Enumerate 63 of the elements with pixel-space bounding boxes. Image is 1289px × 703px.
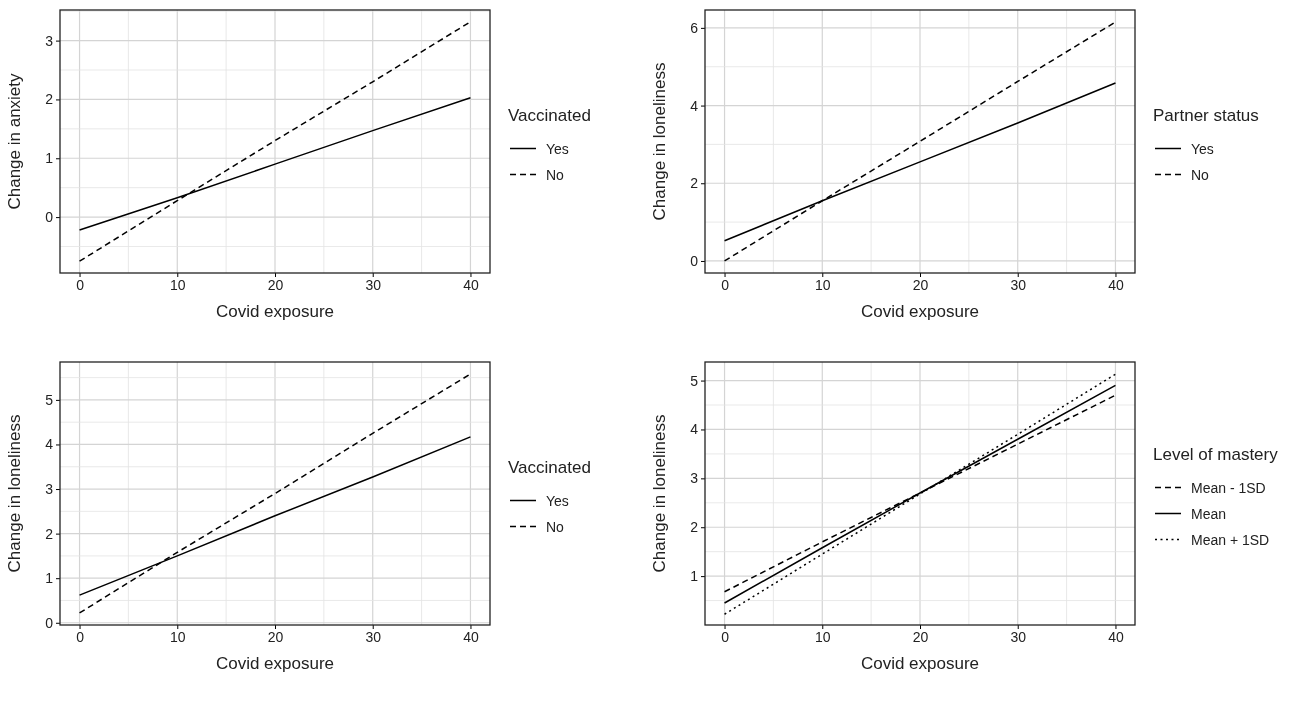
legend-label: No	[546, 166, 565, 183]
y-axis-title: Change in loneliness	[650, 414, 669, 573]
legend-label: Yes	[1191, 140, 1214, 157]
y-tick-label: 4	[690, 97, 699, 114]
legend-label: Yes	[546, 492, 569, 509]
x-tick-label: 0	[76, 628, 85, 645]
y-tick-label: 3	[45, 32, 54, 49]
legend-label: No	[546, 518, 565, 535]
y-tick-label: 3	[45, 481, 54, 498]
x-tick-label: 0	[721, 276, 730, 293]
x-tick-label: 30	[1010, 628, 1027, 645]
line-series	[78, 21, 472, 262]
y-tick-label: 1	[45, 150, 54, 167]
line-series	[78, 373, 472, 614]
x-tick-label: 40	[463, 276, 479, 293]
y-tick-label: 0	[690, 252, 699, 269]
legend-title: Vaccinated	[508, 105, 591, 125]
y-tick-label: 0	[45, 209, 54, 226]
x-axis-title: Covid exposure	[860, 302, 980, 321]
y-tick-label: 0	[45, 614, 54, 631]
x-axis-title: Covid exposure	[860, 654, 980, 673]
y-tick-label: 5	[45, 391, 54, 408]
y-tick-label: 2	[690, 519, 699, 536]
y-tick-label: 6	[690, 19, 699, 36]
x-tick-label: 10	[814, 628, 831, 645]
y-axis-title: Change in anxiety	[5, 72, 24, 210]
x-tick-label: 20	[267, 276, 284, 293]
x-tick-label: 30	[365, 276, 382, 293]
x-tick-label: 40	[1108, 628, 1124, 645]
y-tick-label: 5	[690, 372, 699, 389]
x-tick-label: 40	[463, 628, 479, 645]
legend-label: Mean - 1SD	[1191, 479, 1266, 496]
y-tick-label: 2	[690, 175, 699, 192]
x-axis-title: Covid exposure	[215, 654, 335, 673]
x-tick-label: 20	[912, 276, 929, 293]
y-tick-label: 4	[690, 421, 699, 438]
legend-label: Mean + 1SD	[1191, 531, 1270, 548]
legend-title: Partner status	[1153, 105, 1259, 125]
x-tick-label: 10	[169, 276, 186, 293]
x-tick-label: 30	[1010, 276, 1027, 293]
x-tick-label: 10	[169, 628, 186, 645]
y-tick-label: 3	[690, 470, 699, 487]
x-axis-title: Covid exposure	[215, 302, 335, 321]
x-tick-label: 20	[267, 628, 284, 645]
y-tick-label: 2	[45, 91, 54, 108]
y-axis-title: Change in loneliness	[5, 414, 24, 573]
x-tick-label: 30	[365, 628, 382, 645]
legend-label: No	[1191, 166, 1210, 183]
y-tick-label: 1	[690, 568, 699, 585]
y-tick-label: 2	[45, 525, 54, 542]
legend-title: Level of mastery	[1153, 444, 1279, 464]
x-tick-label: 0	[76, 276, 85, 293]
line-series	[723, 21, 1117, 262]
y-axis-title: Change in loneliness	[650, 62, 669, 221]
x-tick-label: 0	[721, 628, 730, 645]
x-tick-label: 20	[912, 628, 929, 645]
x-tick-label: 10	[814, 276, 831, 293]
y-tick-label: 1	[45, 570, 54, 587]
legend-label: Yes	[546, 140, 569, 157]
legend-label: Mean	[1191, 505, 1227, 522]
x-tick-label: 40	[1108, 276, 1124, 293]
legend-title: Vaccinated	[508, 457, 591, 477]
y-tick-label: 4	[45, 436, 54, 453]
